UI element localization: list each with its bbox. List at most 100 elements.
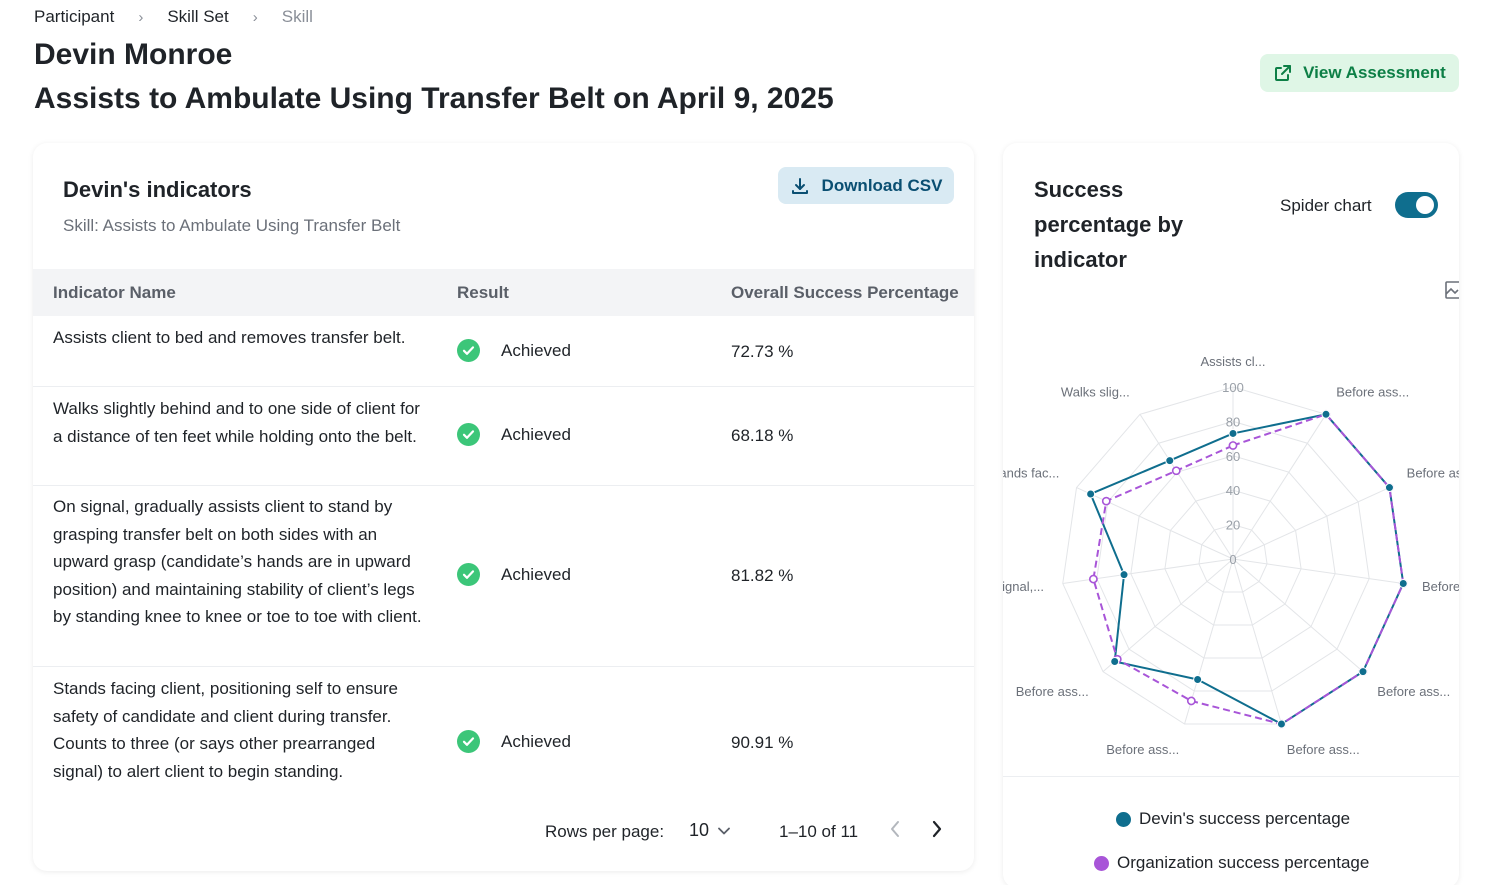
indicators-subtitle: Skill: Assists to Ambulate Using Transfe… bbox=[63, 216, 401, 235]
radar-spoke bbox=[1232, 558, 1364, 673]
toggle-knob bbox=[1416, 196, 1434, 214]
view-assessment-button[interactable]: View Assessment bbox=[1260, 54, 1459, 92]
legend-label-devin: Devin's success percentage bbox=[1139, 809, 1351, 828]
category-label: signal,... bbox=[1003, 579, 1044, 594]
table-row: Stands facing client, positioning self t… bbox=[33, 667, 974, 792]
radar-spoke bbox=[1184, 558, 1234, 725]
check-circle-icon bbox=[457, 339, 480, 362]
download-icon bbox=[791, 177, 808, 194]
participant-name: Devin Monroe bbox=[34, 38, 233, 71]
radar-spoke bbox=[1232, 414, 1327, 560]
table-body[interactable]: Assists client to bed and removes transf… bbox=[33, 316, 974, 792]
category-label: Before ass... bbox=[1336, 384, 1409, 399]
category-label: Walks slig... bbox=[1061, 384, 1130, 399]
spider-chart-toggle[interactable] bbox=[1395, 192, 1438, 218]
result-cell: Achieved bbox=[457, 563, 571, 586]
indicator-name: Stands facing client, positioning self t… bbox=[53, 679, 398, 781]
breadcrumb-skill: Skill bbox=[281, 7, 313, 26]
column-header-result[interactable]: Result bbox=[457, 282, 509, 302]
radar-spoke bbox=[1139, 414, 1234, 560]
success-percentage: 90.91 % bbox=[731, 733, 794, 752]
legend-divider bbox=[1003, 776, 1459, 777]
previous-page-button[interactable] bbox=[888, 819, 902, 844]
result-label: Achieved bbox=[501, 340, 571, 360]
radar-grid-ring bbox=[1096, 420, 1370, 692]
data-point-devin bbox=[1165, 456, 1175, 466]
page-title: Assists to Ambulate Using Transfer Belt … bbox=[34, 82, 834, 115]
radar-spoke bbox=[1232, 487, 1390, 560]
column-header-success-percentage[interactable]: Overall Success Percentage bbox=[731, 282, 959, 302]
result-label: Achieved bbox=[501, 564, 571, 584]
data-point-devin bbox=[1276, 719, 1286, 729]
data-point-organization bbox=[1101, 496, 1111, 506]
data-point-organization bbox=[1186, 696, 1196, 706]
next-page-button[interactable] bbox=[930, 819, 944, 844]
indicator-name: On signal, gradually assists client to s… bbox=[53, 497, 422, 626]
result-cell: Achieved bbox=[457, 730, 571, 753]
radar-grid-ring bbox=[1130, 455, 1336, 659]
indicators-title: Devin's indicators bbox=[63, 177, 252, 202]
table-row: Assists client to bed and removes transf… bbox=[33, 316, 974, 387]
legend-item-organization[interactable]: Organization success percentage bbox=[1094, 853, 1369, 873]
data-point-devin bbox=[1321, 409, 1331, 419]
chevron-left-icon bbox=[891, 821, 899, 837]
save-image-icon[interactable] bbox=[1445, 281, 1459, 304]
data-point-organization bbox=[1228, 441, 1238, 450]
category-label: Before ass... bbox=[1287, 742, 1360, 757]
breadcrumb-participant[interactable]: Participant bbox=[34, 7, 115, 26]
radar-chart: 0 20 40 60 80 100 Assists cl... Before ass... Be… bbox=[1003, 354, 1459, 757]
indicators-card: Devin's indicators Skill: Assists to Amb… bbox=[33, 143, 974, 871]
column-header-indicator-name[interactable]: Indicator Name bbox=[53, 282, 176, 302]
chevron-down-icon bbox=[718, 827, 730, 834]
success-percentage: 72.73 % bbox=[731, 342, 794, 361]
radial-tick-label: 0 bbox=[1229, 552, 1236, 567]
result-label: Achieved bbox=[501, 731, 571, 751]
data-point-devin bbox=[1193, 674, 1203, 684]
success-percentage: 68.18 % bbox=[731, 426, 794, 445]
view-assessment-label: View Assessment bbox=[1303, 63, 1446, 82]
page-range: 1–10 of 11 bbox=[779, 822, 859, 841]
indicator-name: Assists client to bed and removes transf… bbox=[53, 328, 406, 347]
data-point-devin bbox=[1119, 570, 1129, 580]
rows-per-page-value: 10 bbox=[689, 820, 710, 840]
download-csv-label: Download CSV bbox=[821, 175, 943, 195]
radar-spoke bbox=[1062, 558, 1234, 584]
download-csv-button[interactable]: Download CSV bbox=[778, 167, 954, 204]
indicator-name: Walks slightly behind and to one side of… bbox=[53, 399, 420, 446]
series-line-devin bbox=[1089, 413, 1405, 726]
spider-chart-title: Success percentage by indicator bbox=[1034, 177, 1184, 272]
rows-per-page-label: Rows per page: bbox=[545, 822, 665, 841]
data-point-devin bbox=[1086, 489, 1096, 499]
result-label: Achieved bbox=[501, 424, 571, 444]
legend-dot-devin bbox=[1116, 811, 1131, 827]
data-point-organization bbox=[1171, 466, 1181, 476]
radial-tick-label: 80 bbox=[1226, 414, 1240, 429]
legend-dot-organization bbox=[1094, 855, 1109, 871]
breadcrumb: Participant › Skill Set › Skill bbox=[34, 7, 313, 27]
rows-per-page-select[interactable]: 10 bbox=[689, 820, 730, 841]
radar-grid-ring bbox=[1198, 524, 1268, 593]
data-point-devin bbox=[1110, 656, 1120, 666]
category-label: Before as bbox=[1407, 466, 1459, 481]
data-point-devin bbox=[1358, 667, 1368, 677]
external-link-icon bbox=[1275, 65, 1292, 81]
success-percentage: 81.82 % bbox=[731, 566, 794, 585]
radar-spoke bbox=[1232, 558, 1404, 584]
table-header: Indicator Name Result Overall Success Pe… bbox=[33, 269, 974, 316]
radar-spoke bbox=[1232, 558, 1282, 725]
chevron-right-icon bbox=[932, 820, 942, 838]
result-cell: Achieved bbox=[457, 339, 571, 362]
spider-chart-toggle-label: Spider chart bbox=[1280, 196, 1372, 215]
legend-item-devin[interactable]: Devin's success percentage bbox=[1116, 809, 1350, 829]
radar-spoke bbox=[1102, 558, 1234, 673]
category-label: Before bbox=[1422, 579, 1459, 594]
breadcrumb-skill-set[interactable]: Skill Set bbox=[167, 7, 229, 26]
result-cell: Achieved bbox=[457, 423, 571, 446]
category-label: Before ass... bbox=[1016, 684, 1089, 699]
check-circle-icon bbox=[457, 423, 480, 446]
data-point-organization bbox=[1088, 574, 1098, 584]
legend-label-organization: Organization success percentage bbox=[1117, 853, 1370, 872]
category-label: Before ass... bbox=[1377, 684, 1450, 699]
spider-chart-card: Success percentage by indicator Spider c… bbox=[1003, 143, 1459, 885]
radial-tick-label: 60 bbox=[1226, 449, 1240, 464]
